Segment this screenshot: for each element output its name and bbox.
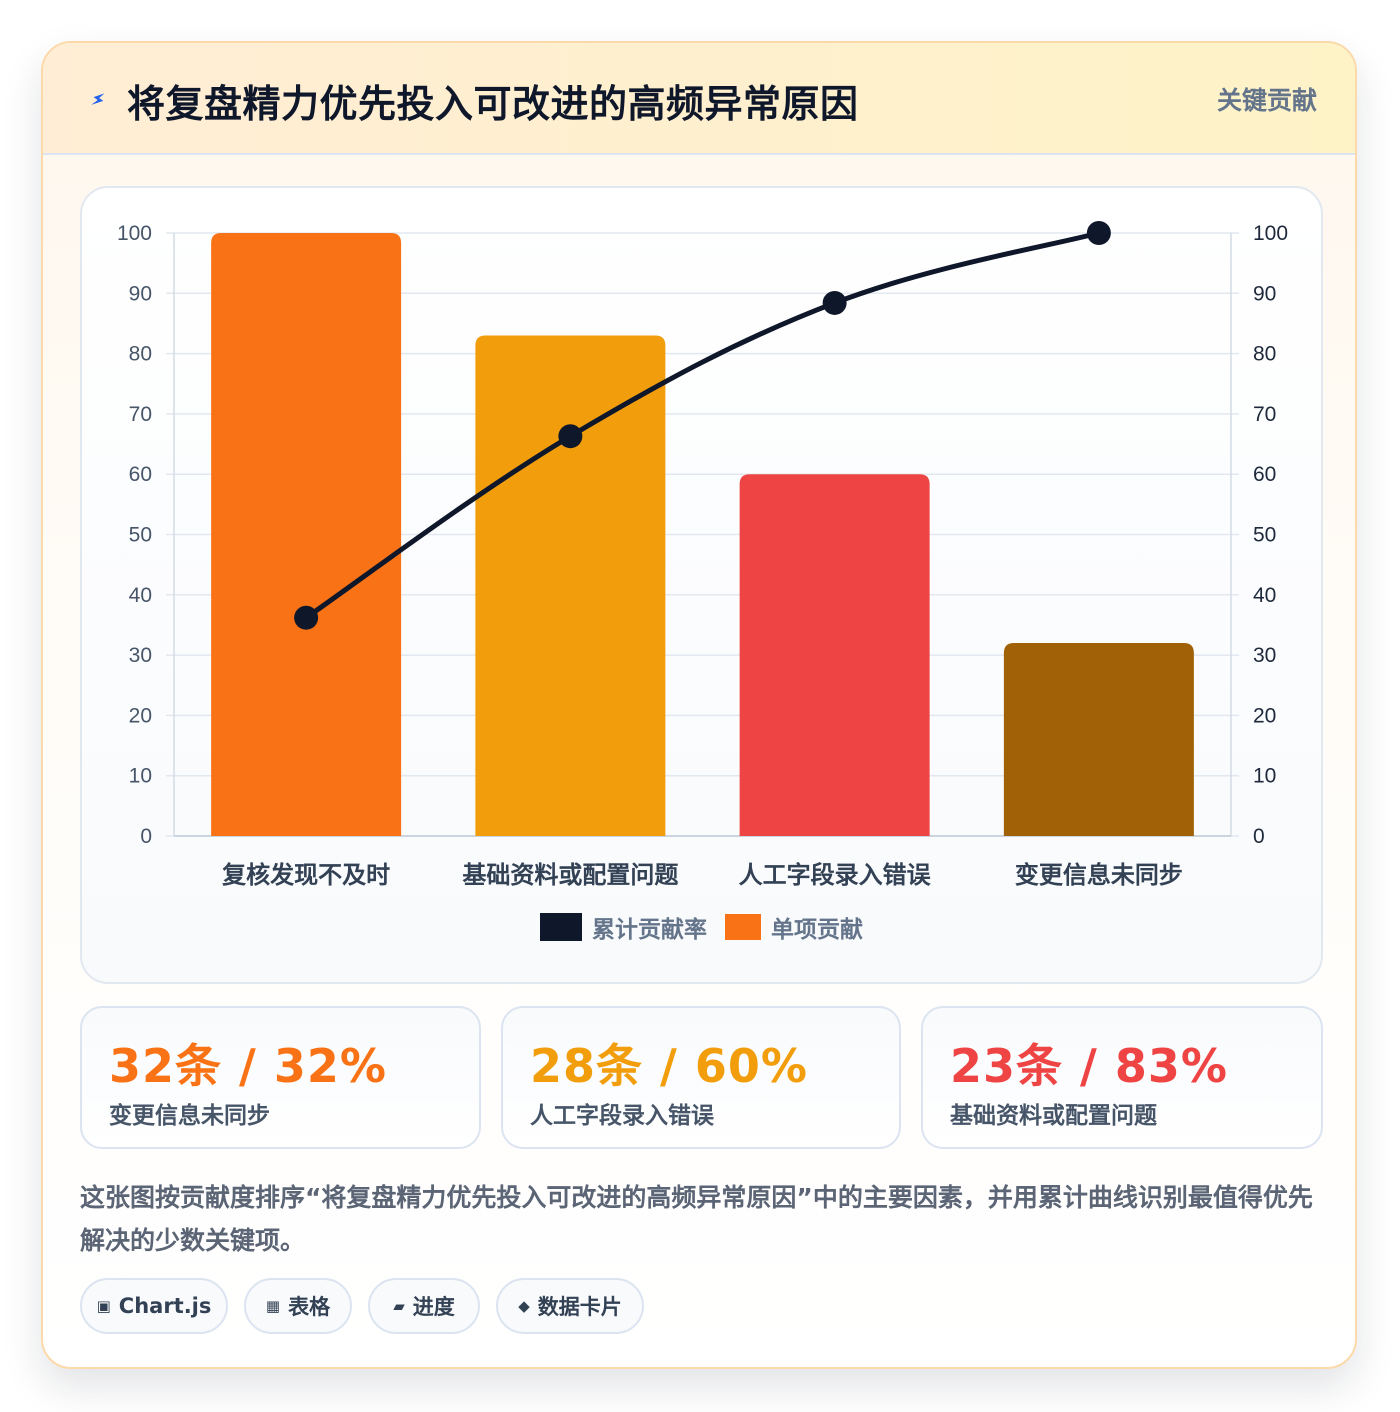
tag-data-card[interactable]: ◆ 数据卡片 xyxy=(496,1278,644,1334)
chart-description: 这张图按贡献度排序“将复盘精力优先投入可改进的高频异常原因”中的主要因素，并用累… xyxy=(80,1183,1313,1255)
tag-table[interactable]: ▦ 表格 xyxy=(244,1278,352,1334)
cumulative-point xyxy=(558,424,583,449)
y-right-tick-label: 80 xyxy=(1253,343,1276,366)
y-right-tick-label: 90 xyxy=(1253,282,1276,305)
y-left-tick-label: 60 xyxy=(129,463,152,486)
y-left-tick-label: 50 xyxy=(129,524,152,547)
chart-icon: ▣ xyxy=(96,1297,111,1315)
y-right-tick-label: 60 xyxy=(1253,463,1276,486)
tag-label: Chart.js xyxy=(118,1294,212,1318)
stat-card: 28条 / 60% 人工字段录入错误 xyxy=(501,1006,901,1149)
y-left-tick-label: 100 xyxy=(117,222,152,245)
chart-panel: 0 10 20 30 40 50 60 70 80 90 100 0 10 20 30 40 50 60 70 80 9… xyxy=(80,186,1323,984)
table-icon: ▦ xyxy=(265,1297,281,1315)
x-tick-label: 变更信息未同步 xyxy=(1015,861,1183,889)
y-right-tick-label: 30 xyxy=(1253,644,1276,667)
y-left-tick-label: 20 xyxy=(129,704,152,727)
report-card: 将复盘精力优先投入可改进的高频异常原因 关键贡献 0 10 20 30 40 50 60 70… xyxy=(41,41,1357,1369)
cumulative-point xyxy=(822,290,847,315)
key-contribution-badge: 关键贡献 xyxy=(1216,86,1317,115)
legend-label-cumulative: 累计贡献率 xyxy=(592,917,707,943)
stat-label: 变更信息未同步 xyxy=(109,1103,270,1129)
y-right-tick-label: 50 xyxy=(1253,524,1276,547)
stat-value: 32条 / 32% xyxy=(109,1039,387,1093)
tag-progress[interactable]: ▰ 进度 xyxy=(368,1278,480,1334)
page-title: 将复盘精力优先投入可改进的高频异常原因 xyxy=(127,82,859,126)
bar xyxy=(475,335,666,836)
x-tick-label: 人工字段录入错误 xyxy=(739,861,932,889)
legend-item-single[interactable]: 单项贡献 xyxy=(725,910,863,944)
y-left-tick-label: 0 xyxy=(140,825,152,848)
cumulative-line xyxy=(303,230,1102,621)
y-left-tick-label: 10 xyxy=(129,765,152,788)
y-left-tick-label: 30 xyxy=(129,644,152,667)
legend-label-single: 单项贡献 xyxy=(771,917,863,943)
y-right-tick-label: 20 xyxy=(1253,704,1276,727)
legend-swatch-cumulative xyxy=(540,913,582,941)
stat-label: 人工字段录入错误 xyxy=(530,1103,714,1129)
y-left-tick-label: 70 xyxy=(129,403,152,426)
cumulative-point xyxy=(294,605,319,630)
pareto-chart: 0 10 20 30 40 50 60 70 80 90 100 0 10 20 30 40 50 60 70 80 9… xyxy=(117,221,1288,889)
y-right-tick-label: 0 xyxy=(1253,825,1265,848)
stat-cards: 32条 / 32% 变更信息未同步 28条 / 60% 人工字段录入错误 23条… xyxy=(80,1006,1323,1149)
y-right-tick-label: 100 xyxy=(1253,222,1288,245)
tag-label: 进度 xyxy=(412,1295,455,1319)
x-tick-label: 复核发现不及时 xyxy=(221,861,390,889)
stat-value: 23条 / 83% xyxy=(950,1039,1228,1093)
progress-icon: ▰ xyxy=(393,1297,405,1315)
cumulative-point xyxy=(1086,221,1111,245)
tag-label: 数据卡片 xyxy=(537,1295,622,1319)
y-right-tick-label: 70 xyxy=(1253,403,1276,426)
card-header: 将复盘精力优先投入可改进的高频异常原因 关键贡献 xyxy=(43,43,1355,155)
legend-swatch-single xyxy=(725,914,761,940)
stat-card: 32条 / 32% 变更信息未同步 xyxy=(80,1006,481,1149)
y-right-tick-label: 40 xyxy=(1253,584,1276,607)
tag-chartjs[interactable]: ▣ Chart.js xyxy=(80,1278,228,1334)
stat-card: 23条 / 83% 基础资料或配置问题 xyxy=(921,1006,1323,1149)
y-left-tick-label: 90 xyxy=(129,282,152,305)
stat-label: 基础资料或配置问题 xyxy=(950,1103,1157,1129)
legend-item-cumulative[interactable]: 累计贡献率 xyxy=(540,910,707,944)
bar xyxy=(211,233,402,836)
y-left-tick-label: 80 xyxy=(129,343,152,366)
tag-label: 表格 xyxy=(288,1295,331,1319)
x-tick-label: 基础资料或配置问题 xyxy=(462,861,678,889)
chart-legend: 累计贡献率 单项贡献 xyxy=(82,910,1321,944)
bar xyxy=(739,474,930,836)
y-right-tick-label: 10 xyxy=(1253,765,1276,788)
diamond-icon: ◆ xyxy=(518,1297,530,1315)
lightning-icon xyxy=(91,93,105,105)
bar xyxy=(1003,643,1194,836)
stat-value: 28条 / 60% xyxy=(530,1039,808,1093)
y-left-tick-label: 40 xyxy=(129,584,152,607)
